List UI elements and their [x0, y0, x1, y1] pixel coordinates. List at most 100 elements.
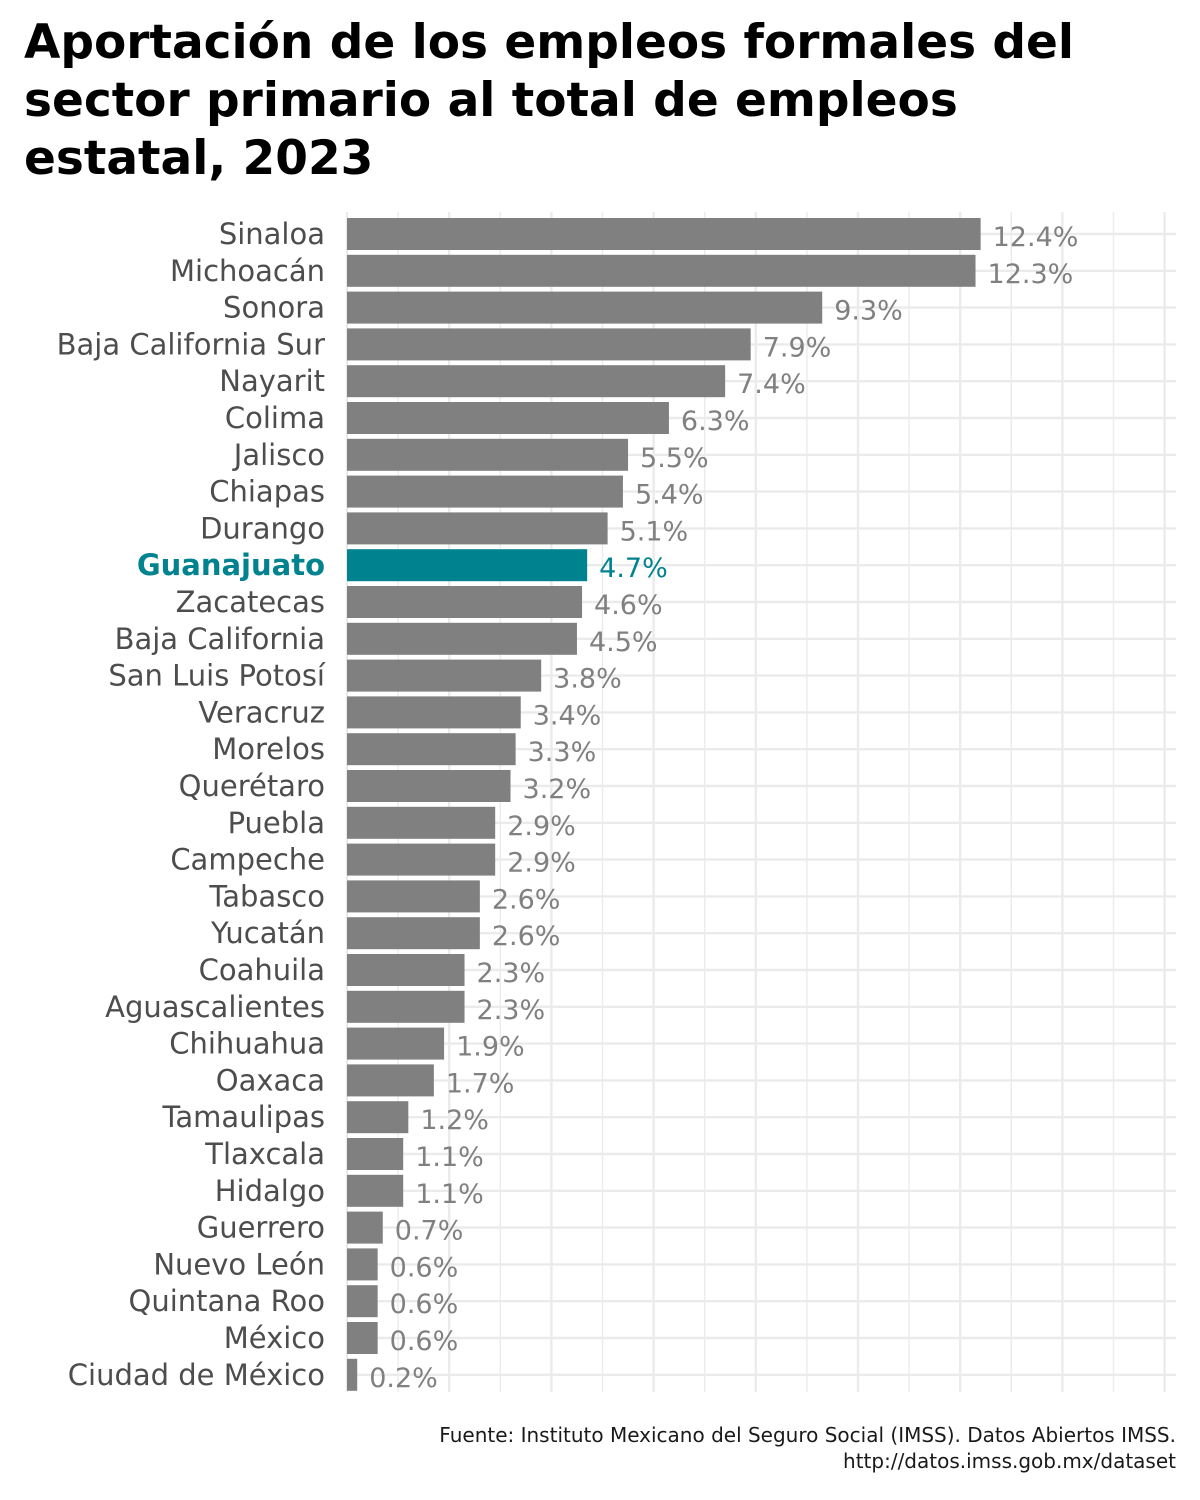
value-label: 6.3%	[681, 406, 750, 437]
category-label: Ciudad de México	[68, 1358, 325, 1392]
bar	[347, 1285, 378, 1318]
bar	[347, 1211, 383, 1244]
bar	[347, 659, 542, 692]
value-label: 4.5%	[589, 627, 658, 658]
value-label: 5.4%	[635, 480, 704, 511]
category-label: Yucatán	[210, 916, 325, 950]
category-label: Michoacán	[170, 254, 325, 288]
value-label: 3.8%	[553, 664, 622, 695]
category-label: Guerrero	[197, 1211, 325, 1245]
category-label: Guanajuato	[137, 548, 325, 582]
bar	[347, 880, 480, 913]
category-label: Tabasco	[208, 879, 325, 913]
bar	[347, 1174, 404, 1207]
value-label: 2.3%	[477, 958, 546, 989]
bar	[347, 622, 577, 655]
category-label: Baja California	[115, 622, 325, 656]
category-label: Durango	[200, 511, 325, 545]
bar	[347, 1138, 404, 1170]
value-label: 0.2%	[369, 1363, 438, 1394]
category-label: Sinaloa	[219, 217, 325, 251]
bar	[347, 365, 726, 398]
category-label: Aguascalientes	[105, 990, 325, 1024]
value-labels: 12.4% 12.3% 9.3%7.9% 7.4% 6.3% 5.5% 5.4% 5.1% 4.…	[369, 222, 1078, 1394]
category-label: México	[224, 1321, 325, 1355]
category-label: Colima	[225, 401, 325, 435]
value-label: 2.6%	[492, 884, 561, 915]
value-label: 3.2%	[523, 774, 592, 805]
value-label: 0.7%	[395, 1216, 464, 1247]
category-label: Puebla	[228, 806, 325, 840]
bar	[347, 733, 516, 766]
bar	[347, 954, 465, 986]
bar	[347, 990, 465, 1023]
bar	[347, 806, 496, 839]
value-label: 4.6%	[594, 590, 663, 621]
bar	[347, 917, 480, 950]
value-label: 2.3%	[477, 995, 546, 1026]
bar	[347, 1064, 434, 1097]
bars	[347, 218, 981, 1391]
bar	[347, 549, 588, 582]
bar	[347, 402, 669, 434]
category-label: Jalisco	[232, 438, 325, 472]
bar	[347, 696, 521, 729]
value-label: 1.7%	[446, 1068, 515, 1099]
bar	[347, 254, 976, 287]
value-label: 2.9%	[507, 848, 576, 879]
value-label: 1.1%	[415, 1179, 484, 1210]
value-label: 2.9%	[507, 811, 576, 842]
category-label: Tamaulipas	[162, 1100, 326, 1134]
category-label: Chiapas	[209, 475, 325, 509]
bar	[347, 291, 823, 324]
bar	[347, 1322, 378, 1354]
category-label: Sonora	[223, 291, 325, 325]
category-label: Morelos	[212, 732, 325, 766]
value-label: 5.1%	[620, 516, 689, 547]
value-label: 0.6%	[390, 1289, 459, 1320]
category-label: Oaxaca	[216, 1063, 325, 1097]
value-label: 3.3%	[528, 737, 597, 768]
value-label: 1.2%	[420, 1105, 489, 1136]
bar	[347, 218, 981, 250]
value-label: 12.4%	[993, 222, 1079, 253]
value-label: 0.6%	[390, 1326, 459, 1357]
bar	[347, 1027, 445, 1060]
category-label: Campeche	[170, 843, 325, 877]
value-label: 3.4%	[533, 700, 602, 731]
category-label: Coahuila	[199, 953, 325, 987]
value-label: 0.6%	[390, 1252, 459, 1283]
category-label: Querétaro	[179, 769, 325, 803]
bar	[347, 475, 623, 508]
bar	[347, 586, 583, 618]
category-label: Chihuahua	[169, 1027, 325, 1061]
value-label: 7.9%	[763, 332, 832, 363]
bar	[347, 770, 511, 802]
category-label: Nuevo León	[153, 1247, 325, 1281]
category-label: Quintana Roo	[129, 1284, 326, 1318]
category-label: Nayarit	[219, 364, 325, 398]
category-label: Veracruz	[198, 695, 325, 729]
category-label: Baja California Sur	[57, 327, 325, 361]
category-label: Zacatecas	[176, 585, 325, 619]
value-label: 1.1%	[415, 1142, 484, 1173]
value-label: 12.3%	[988, 259, 1074, 290]
category-label: Hidalgo	[215, 1174, 325, 1208]
value-label: 1.9%	[456, 1032, 525, 1063]
bar	[347, 328, 751, 361]
bar	[347, 438, 629, 471]
value-label: 7.4%	[737, 369, 806, 400]
bar	[347, 1358, 358, 1391]
value-label: 2.6%	[492, 921, 561, 952]
bar	[347, 1101, 409, 1134]
source-note: Fuente: Instituto Mexicano del Seguro So…	[439, 1423, 1176, 1473]
value-label: 5.5%	[640, 443, 709, 474]
category-label: Tlaxcala	[204, 1137, 325, 1171]
value-label: 4.7%	[599, 553, 668, 584]
value-label: 9.3%	[834, 296, 903, 327]
chart-title: Aportación de los empleos formales del s…	[24, 15, 1075, 186]
category-label: San Luis Potosí	[108, 659, 326, 693]
bar	[347, 1248, 378, 1281]
